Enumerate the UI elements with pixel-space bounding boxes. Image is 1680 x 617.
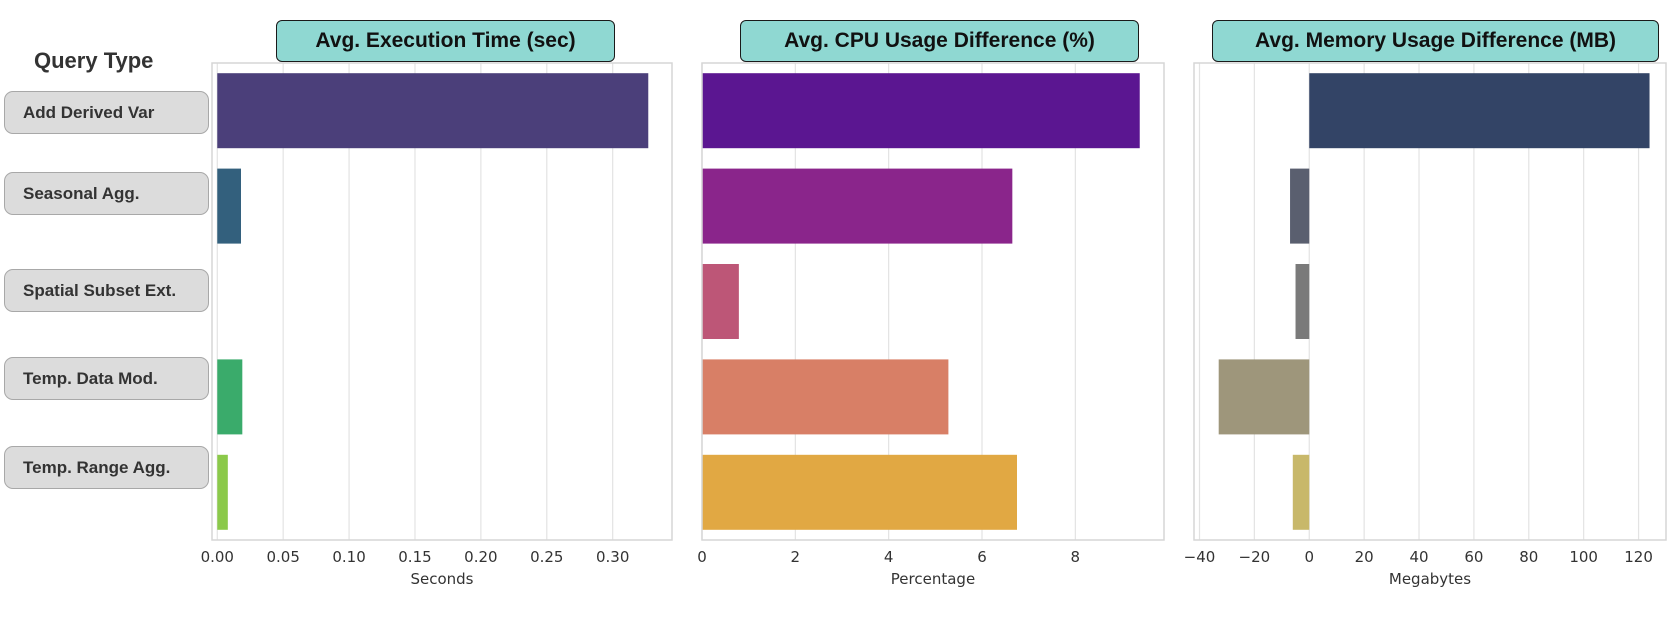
bar-temp-range-agg xyxy=(217,454,228,530)
category-label-temp-range-agg: Temp. Range Agg. xyxy=(4,446,209,489)
x-tick-label: 100 xyxy=(1569,548,1598,566)
bar-seasonal-agg xyxy=(1290,168,1310,244)
x-tick-label: 60 xyxy=(1464,548,1483,566)
x-axis-label: Seconds xyxy=(410,570,473,588)
x-tick-label: 0.05 xyxy=(266,548,299,566)
x-tick-label: 0.15 xyxy=(398,548,431,566)
x-axis-label: Percentage xyxy=(891,570,975,588)
bar-add-derived-var xyxy=(1309,73,1650,149)
bar-add-derived-var xyxy=(702,73,1140,149)
bar-temp-range-agg xyxy=(1292,454,1310,530)
x-tick-label: 80 xyxy=(1519,548,1538,566)
x-tick-label: −40 xyxy=(1184,548,1216,566)
bar-spatial-subset-ext xyxy=(702,264,739,339)
x-tick-label: 40 xyxy=(1409,548,1428,566)
x-tick-label: 20 xyxy=(1355,548,1374,566)
x-axis-label: Megabytes xyxy=(1389,570,1471,588)
chart-panel-memory-usage: −40 −20 0 20 40 60 80 100 120 Megabytes xyxy=(1184,62,1667,588)
chart-title-cpu-usage: Avg. CPU Usage Difference (%) xyxy=(740,20,1139,62)
bar-spatial-subset-ext xyxy=(1295,264,1310,339)
x-tick-label: 0.00 xyxy=(201,548,234,566)
chart-title-memory-usage: Avg. Memory Usage Difference (MB) xyxy=(1212,20,1659,62)
plot-frame xyxy=(211,62,673,541)
bar-seasonal-agg xyxy=(217,168,241,244)
category-label-spatial-subset-ext: Spatial Subset Ext. xyxy=(4,269,209,312)
bar-add-derived-var xyxy=(217,73,649,149)
bar-temp-data-mod xyxy=(702,359,949,435)
legend-title: Query Type xyxy=(34,48,154,73)
x-tick-label: 6 xyxy=(977,548,987,566)
bar-temp-data-mod xyxy=(217,359,243,435)
x-tick-label: 4 xyxy=(884,548,894,566)
bar-temp-data-mod xyxy=(1218,359,1310,435)
x-tick-label: −20 xyxy=(1239,548,1271,566)
x-tick-label: 0 xyxy=(1304,548,1314,566)
x-tick-label: 120 xyxy=(1624,548,1653,566)
bar-seasonal-agg xyxy=(702,168,1013,244)
x-tick-label: 0 xyxy=(697,548,707,566)
x-tick-label: 0.10 xyxy=(332,548,365,566)
plot-frame xyxy=(701,62,1165,541)
category-label-seasonal-agg: Seasonal Agg. xyxy=(4,172,209,215)
x-tick-label: 0.30 xyxy=(596,548,629,566)
chart-panel-execution-time: 0.00 0.05 0.10 0.15 0.20 0.25 0.30 Seconds xyxy=(201,62,673,588)
plot-frame xyxy=(1193,62,1667,541)
x-tick-label: 2 xyxy=(791,548,801,566)
category-label-temp-data-mod: Temp. Data Mod. xyxy=(4,357,209,400)
x-tick-label: 0.20 xyxy=(464,548,497,566)
x-tick-label: 8 xyxy=(1071,548,1081,566)
chart-panel-cpu-usage: 0 2 4 6 8 Percentage xyxy=(697,62,1165,588)
x-tick-label: 0.25 xyxy=(530,548,563,566)
bar-temp-range-agg xyxy=(702,454,1017,530)
chart-title-execution-time: Avg. Execution Time (sec) xyxy=(276,20,615,62)
category-label-add-derived-var: Add Derived Var xyxy=(4,91,209,134)
